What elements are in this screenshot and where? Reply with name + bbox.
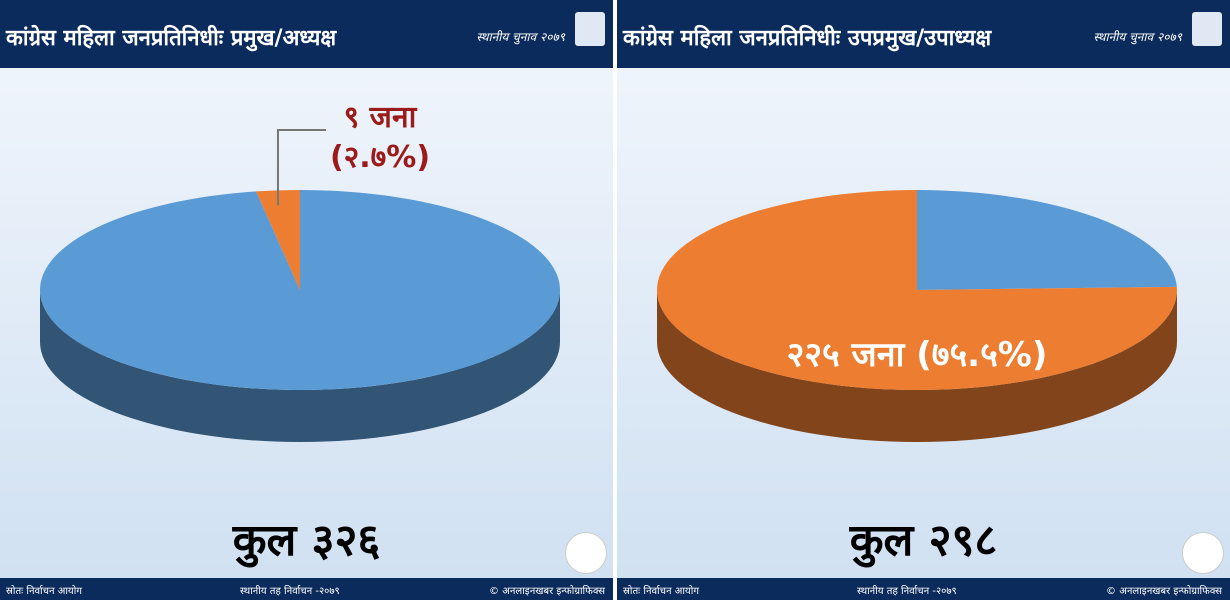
ballot-icon [575, 12, 605, 46]
event: स्थानीय तह निर्वाचन -२०७९ [240, 586, 340, 597]
credit: © अनलाइनखबर इन्फोग्राफिक्स [1106, 586, 1222, 597]
header: कांग्रेस महिला जनप्रतिनिधीः प्रमुख/अध्यक… [0, 0, 613, 68]
source: स्रोतः निर्वाचन आयोग [6, 586, 82, 597]
badge: स्थानीय चुनाव २०७९ [476, 30, 565, 44]
footer: स्रोतः निर्वाचन आयोग स्थानीय तह निर्वाचन … [617, 578, 1230, 600]
total: कुल ३२६ [232, 515, 381, 566]
footer: स्रोतः निर्वाचन आयोग स्थानीय तह निर्वाचन … [0, 578, 613, 600]
panel: कांग्रेस महिला जनप्रतिनिधीः उपप्रमुख/उपा… [617, 0, 1230, 600]
chart [657, 189, 1177, 442]
value-label: २२५ जना (७५.५%) [786, 335, 1048, 375]
credit: © अनलाइनखबर इन्फोग्राफिक्स [489, 586, 605, 597]
slice [917, 189, 1177, 290]
logo [565, 532, 607, 574]
header: कांग्रेस महिला जनप्रतिनिधीः उपप्रमुख/उपा… [617, 0, 1230, 68]
leader-line [276, 129, 326, 206]
slice [256, 190, 300, 290]
chart [40, 129, 561, 442]
event: स्थानीय तह निर्वाचन -२०७९ [857, 586, 957, 597]
ballot-icon [1192, 12, 1222, 46]
badge: स्थानीय चुनाव २०७९ [1093, 30, 1182, 44]
chart-title: कांग्रेस महिला जनप्रतिनिधीः प्रमुख/अध्यक… [6, 26, 337, 51]
panel: कांग्रेस महिला जनप्रतिनिधीः प्रमुख/अध्यक… [0, 0, 613, 600]
slice [40, 190, 561, 390]
source: स्रोतः निर्वाचन आयोग [623, 586, 699, 597]
total: कुल २९८ [849, 515, 998, 566]
slice-side [40, 290, 560, 442]
value-label: ९ जना (२.७%) [329, 100, 431, 175]
chart-title: कांग्रेस महिला जनप्रतिनिधीः उपप्रमुख/उपा… [623, 26, 992, 51]
slice [657, 189, 1177, 390]
slice-side [657, 290, 1177, 442]
logo [1182, 532, 1224, 574]
